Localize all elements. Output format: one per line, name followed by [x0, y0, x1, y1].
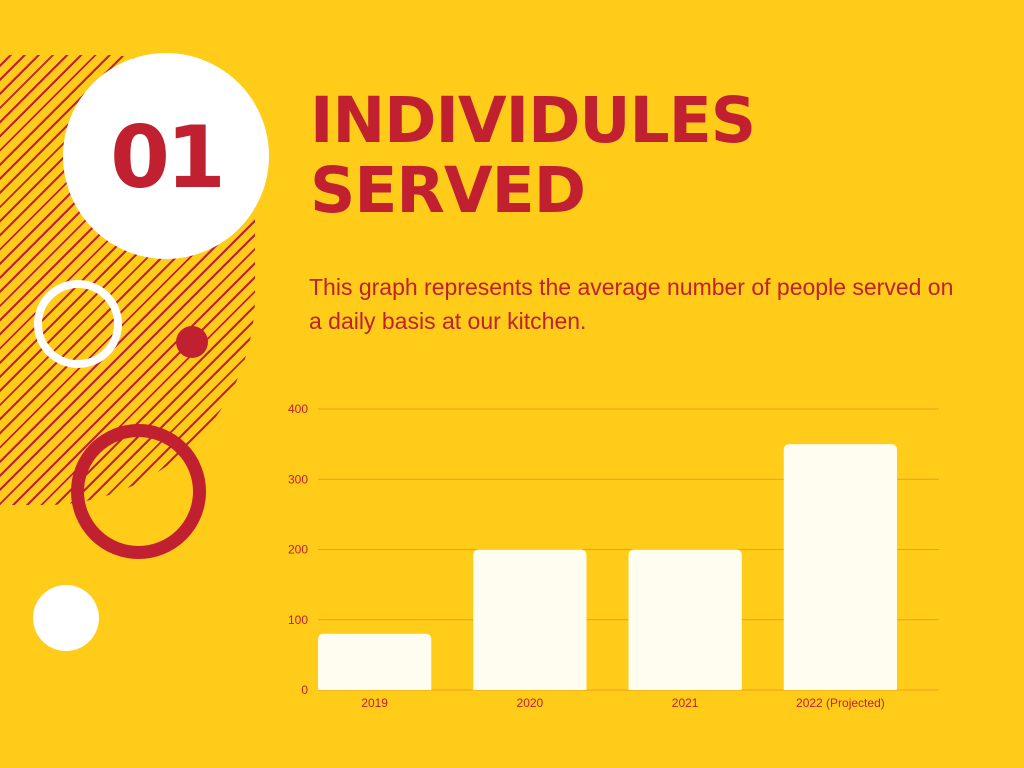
bar-2019 [318, 633, 432, 690]
x-tick-label: 2021 [672, 696, 699, 710]
title-line-2: SERVED [310, 154, 586, 227]
number-badge: 01 [63, 53, 269, 259]
x-tick-label: 2019 [361, 696, 388, 710]
bar-2020 [473, 549, 587, 690]
red-dot-decoration [176, 326, 208, 358]
y-tick-label: 0 [301, 683, 308, 697]
slide-description: This graph represents the average number… [309, 274, 954, 334]
white-dot-decoration [33, 585, 99, 651]
slide-number: 01 [110, 108, 226, 208]
slide-title: INDIVIDULES SERVED [310, 84, 756, 227]
y-tick-label: 400 [288, 402, 308, 416]
bar-2021 [628, 549, 742, 690]
y-tick-label: 100 [288, 613, 308, 627]
title-line-1: INDIVIDULES [310, 84, 756, 157]
x-tick-label: 2020 [517, 696, 544, 710]
bar-2022 [783, 444, 897, 690]
x-tick-label: 2022 (Projected) [796, 696, 885, 710]
y-tick-label: 200 [288, 543, 308, 557]
y-tick-label: 300 [288, 472, 308, 486]
white-ring-decoration [34, 280, 122, 368]
